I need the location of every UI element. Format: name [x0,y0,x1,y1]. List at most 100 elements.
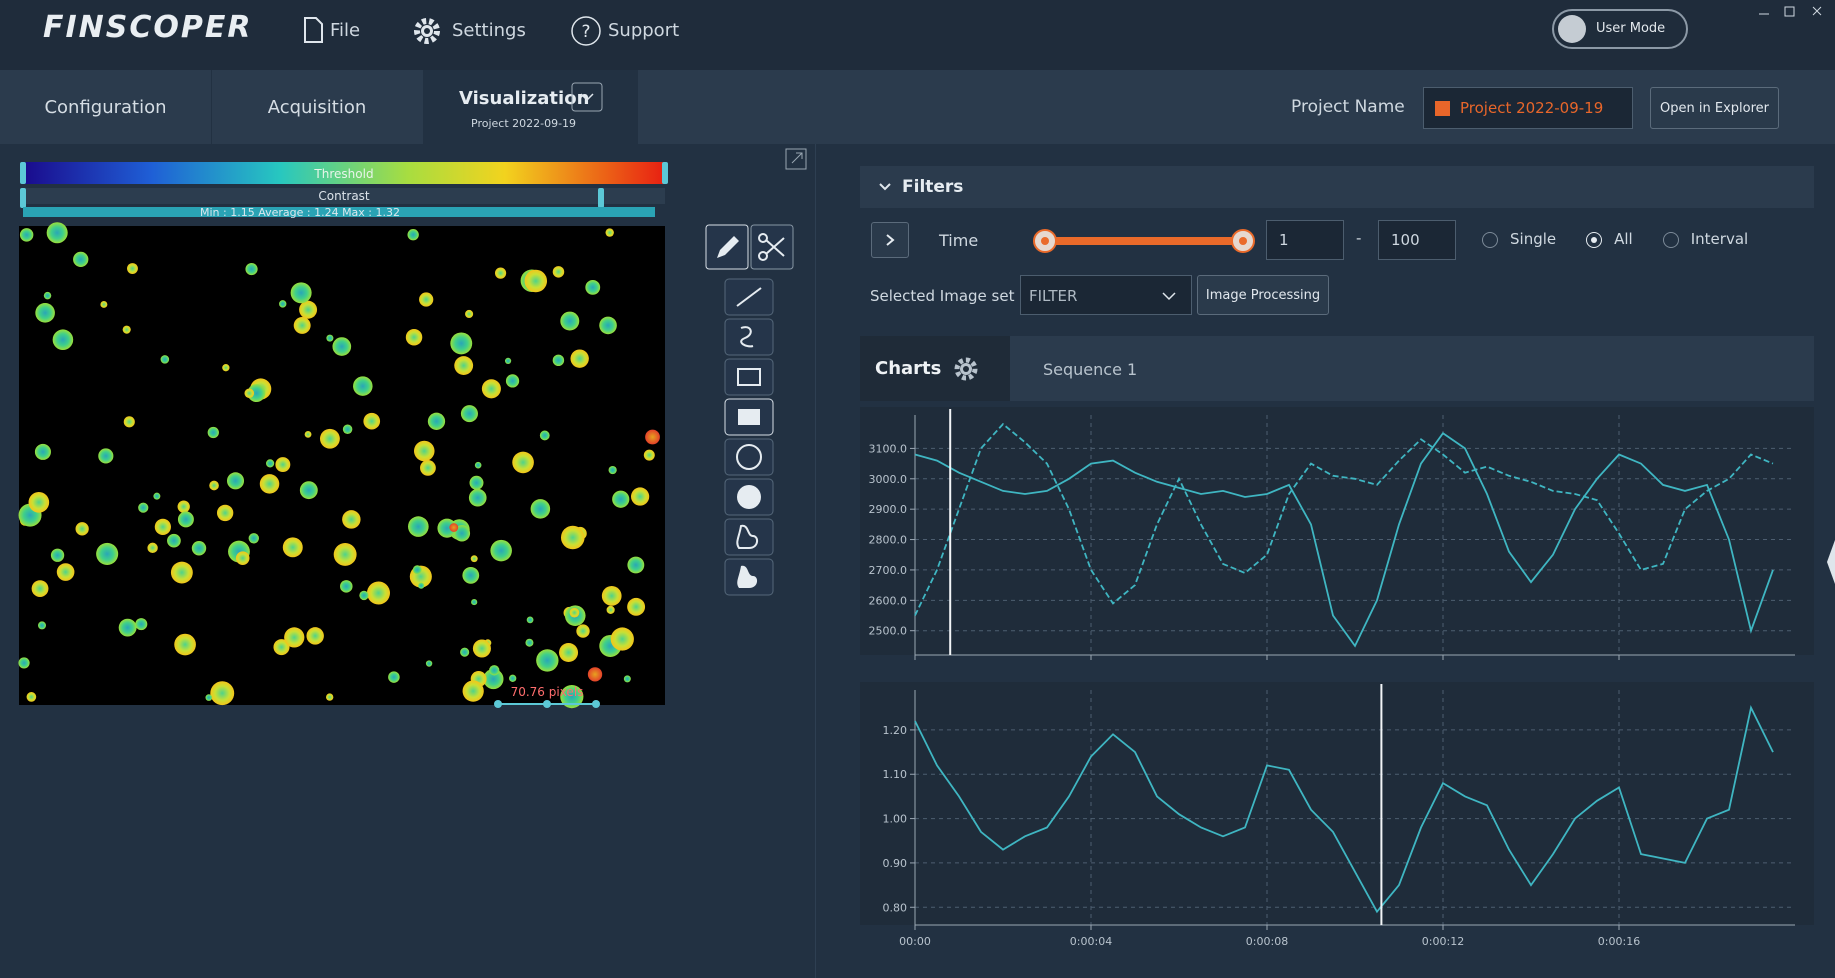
toggle-knob [1558,15,1586,43]
cell [118,618,137,637]
cell [363,412,381,430]
menu-file[interactable]: File [330,20,361,41]
filters-title: Filters [902,177,964,197]
cell [366,581,391,605]
cell [481,379,501,399]
image-set-dropdown[interactable]: FILTER [1020,275,1192,315]
cell [450,332,473,355]
charts-tab[interactable]: Charts [860,336,1010,401]
cell [359,590,369,601]
cell [122,325,131,334]
cell [569,607,580,618]
cell [73,251,89,268]
cell [340,580,353,593]
radio[interactable] [1482,232,1498,248]
cell [560,525,585,550]
menu-support[interactable]: Support [608,20,680,41]
tool-freehand[interactable] [724,318,774,356]
cell [167,533,181,548]
open-explorer-button[interactable]: Open in Explorer [1650,87,1779,129]
cell [388,671,400,683]
expand-button[interactable] [871,222,909,258]
cell [489,665,500,676]
threshold-handle[interactable] [20,162,26,184]
charts-settings-icon[interactable] [952,355,980,383]
cell [19,228,34,242]
y-tick-label: 3100.0 [869,442,908,455]
cell [606,605,615,614]
scale-handle[interactable] [543,700,551,708]
project-input[interactable]: Project 2022-09-19 [1423,87,1633,129]
time-slider[interactable] [1030,226,1260,256]
cell [627,597,646,616]
cell [290,282,312,304]
cell [326,334,334,342]
cell [52,329,74,350]
side-handle[interactable] [1827,540,1835,584]
cell [266,459,275,468]
menu-settings[interactable]: Settings [452,20,526,41]
cell [536,649,559,672]
cell [465,309,474,319]
chevron [886,234,895,246]
svg-text:?: ? [581,22,590,42]
cell [28,491,50,513]
y-tick-label: 2700.0 [869,564,908,577]
x-tick-label: 0:00:16 [1598,935,1640,948]
cell [98,448,114,464]
popout-icon[interactable] [785,148,807,170]
y-tick-label: 2500.0 [869,625,908,638]
time-to-input[interactable]: 100 [1378,220,1456,260]
cell [470,555,478,563]
microscopy-image[interactable] [19,226,665,705]
cell [299,481,318,500]
tab-dropdown[interactable] [571,82,603,112]
cell [244,388,255,399]
cell [530,499,551,519]
cell [494,267,507,279]
y-tick-label: 2600.0 [869,594,908,607]
filters-header[interactable]: Filters [860,166,1814,208]
scale-handle[interactable] [494,700,502,708]
cell [559,643,579,663]
threshold-label: Threshold [313,167,373,181]
image-processing-button[interactable]: Image Processing [1197,275,1329,315]
stats-label: Min : 1.15 Average : 1.24 Max : 1.32 [200,206,400,219]
cell [427,412,446,430]
cell [245,262,258,276]
tool-rect[interactable] [724,358,774,396]
user-mode-toggle[interactable]: User Mode [1552,9,1688,49]
cell [304,430,312,438]
time-from-input[interactable]: 1 [1266,220,1344,260]
time-separator: - [1356,229,1362,247]
user-mode-label: User Mode [1596,21,1666,36]
cell [275,457,291,473]
tool-cut[interactable] [750,224,794,270]
threshold-handle[interactable] [662,162,668,184]
sequence-tab[interactable]: Sequence 1 [1043,360,1138,379]
cell [43,291,52,300]
tab-active[interactable]: Visualization Project 2022-09-19 [424,70,638,144]
y-tick-label: 1.10 [883,768,908,781]
radio[interactable] [1586,232,1603,248]
radio[interactable] [1662,232,1679,248]
tab[interactable]: Configuration [0,70,212,144]
cell [585,279,601,295]
contrast-handle[interactable] [598,188,604,208]
contrast-handle[interactable] [20,188,26,208]
tab[interactable]: Acquisition [211,70,424,144]
tool-polygon[interactable] [724,518,774,556]
dropdown-chevron [1162,292,1176,301]
cell [483,668,504,690]
x-tick-label: 00:00 [899,935,931,948]
cell [454,356,474,375]
tool-ellipse[interactable] [724,438,774,476]
settings-icon [414,18,440,44]
cell [293,316,311,334]
cell [462,680,484,702]
scale-handle[interactable] [592,700,600,708]
radio-label: All [1614,230,1633,248]
mode-radios: Single All Interval [1482,230,1812,252]
window-controls[interactable] [1755,4,1833,20]
charts-tab-label: Charts [875,358,942,379]
